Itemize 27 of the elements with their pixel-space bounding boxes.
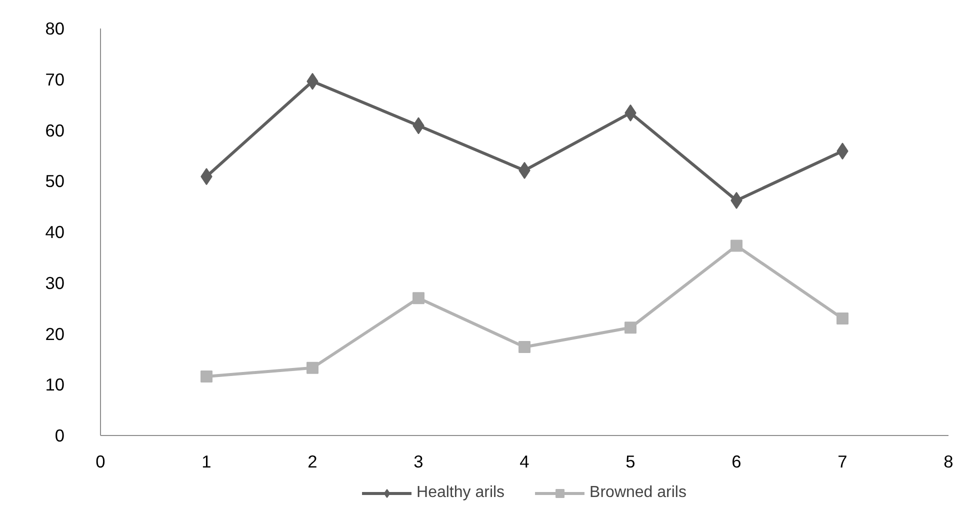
point — [836, 312, 848, 324]
y-tick-label: 60 — [45, 120, 65, 140]
y-tick-label: 80 — [45, 18, 65, 38]
y-tick-label: 30 — [45, 272, 65, 293]
x-tick-label: 7 — [838, 452, 848, 472]
x-tick-label: 0 — [96, 452, 106, 472]
x-tick-label: 4 — [520, 452, 530, 472]
x-tick-label: 1 — [202, 452, 212, 472]
x-tick-label: 6 — [732, 452, 742, 472]
y-tick-label: 10 — [45, 374, 65, 395]
x-tick-label: 5 — [626, 452, 636, 472]
legend-label: Healthy arils — [416, 484, 505, 502]
point — [412, 292, 424, 304]
y-tick-label: 50 — [45, 171, 65, 192]
point — [306, 362, 318, 374]
y-tick-label: 20 — [45, 324, 65, 344]
point — [730, 240, 742, 252]
y-tick-label: 70 — [45, 69, 65, 90]
x-tick-label: 3 — [414, 452, 424, 472]
point — [518, 340, 530, 353]
y-tick-label: 0 — [54, 426, 65, 446]
legend-label: Browned arils — [590, 484, 686, 502]
point — [624, 322, 636, 334]
x-tick-label: 8 — [944, 452, 954, 472]
point — [200, 370, 212, 382]
y-tick-label: 40 — [45, 222, 65, 242]
x-tick-label: 2 — [308, 452, 318, 472]
